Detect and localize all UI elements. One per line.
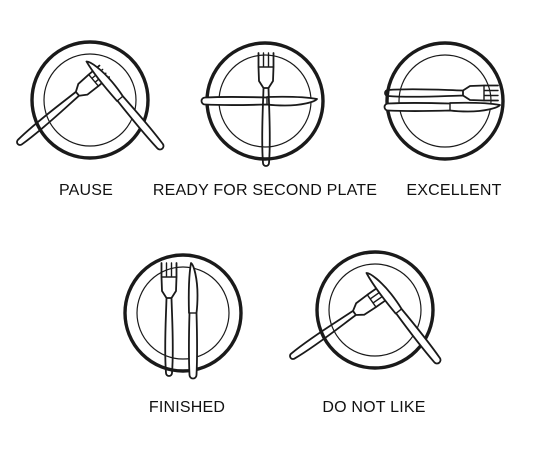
plate [315,250,435,370]
caption-pause: PAUSE [58,182,114,199]
caption-finished: FINISHED [148,399,226,416]
plate-finished [123,253,243,380]
plate [123,253,243,373]
plate-do-not-like [285,250,444,370]
plate [30,40,150,160]
caption-excellent: EXCELLENT [406,182,502,199]
caption-do-not-like: DO NOT LIKE [322,399,426,416]
plate-pause [11,40,167,160]
knife-icon [383,101,501,113]
caption-ready-for-second-plate: READY FOR SECOND PLATE [152,182,378,199]
knife-icon [187,262,199,380]
plate-ready-for-second-plate [200,41,325,167]
knife-icon [200,95,318,107]
plate-excellent [383,41,505,161]
